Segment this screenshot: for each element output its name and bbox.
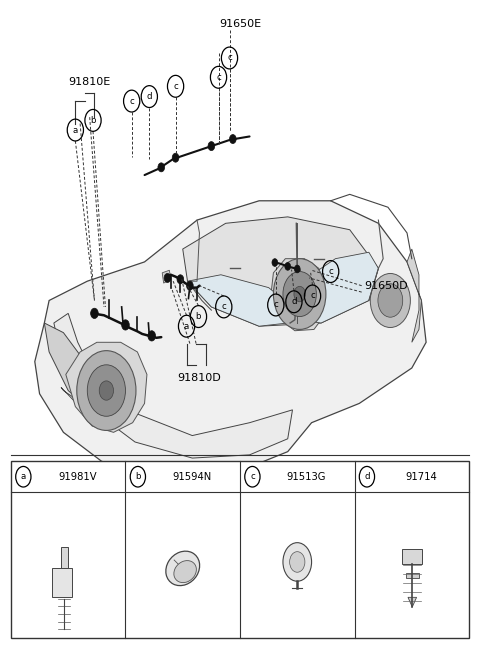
Text: 91594N: 91594N (172, 472, 212, 482)
Circle shape (158, 163, 165, 172)
Text: 91714: 91714 (405, 472, 437, 482)
Circle shape (283, 271, 316, 317)
Text: c: c (250, 472, 255, 481)
Text: c: c (129, 97, 134, 105)
Polygon shape (61, 388, 107, 429)
Polygon shape (297, 252, 378, 323)
Text: 91810E: 91810E (69, 77, 111, 87)
Text: d: d (291, 297, 297, 306)
Text: 91513G: 91513G (287, 472, 326, 482)
Circle shape (272, 258, 278, 266)
Text: c: c (173, 82, 178, 91)
Text: 91650E: 91650E (219, 19, 261, 29)
Polygon shape (35, 201, 426, 474)
Polygon shape (162, 270, 171, 283)
Polygon shape (44, 323, 102, 416)
Text: b: b (196, 312, 201, 321)
Circle shape (77, 351, 136, 430)
Text: c: c (328, 267, 333, 276)
Circle shape (370, 273, 410, 328)
Polygon shape (188, 275, 292, 326)
Text: d: d (364, 472, 370, 481)
Polygon shape (402, 549, 422, 564)
Circle shape (274, 258, 326, 329)
Polygon shape (407, 249, 421, 342)
Circle shape (91, 308, 98, 318)
Circle shape (99, 381, 114, 400)
Circle shape (208, 141, 215, 151)
Text: a: a (73, 125, 78, 134)
Text: c: c (227, 54, 232, 63)
Circle shape (378, 284, 403, 317)
Polygon shape (60, 547, 68, 568)
Polygon shape (54, 313, 292, 458)
Text: c: c (216, 73, 221, 82)
Circle shape (283, 543, 312, 581)
Text: d: d (146, 92, 152, 101)
Text: a: a (21, 472, 26, 481)
Text: c: c (221, 302, 226, 311)
Text: 91650D: 91650D (364, 281, 408, 291)
Text: b: b (90, 116, 96, 125)
Polygon shape (52, 568, 72, 598)
Text: b: b (135, 472, 141, 481)
Circle shape (148, 331, 156, 341)
Circle shape (294, 265, 300, 273)
Ellipse shape (166, 551, 200, 586)
Circle shape (121, 320, 129, 330)
Text: c: c (274, 300, 278, 309)
Circle shape (285, 262, 290, 270)
Circle shape (87, 365, 125, 416)
Text: 91810D: 91810D (178, 373, 221, 382)
Text: c: c (310, 291, 315, 300)
Circle shape (294, 286, 305, 302)
Polygon shape (408, 598, 417, 607)
Circle shape (172, 153, 179, 162)
Circle shape (229, 134, 236, 143)
Text: a: a (184, 322, 189, 331)
Circle shape (187, 281, 193, 290)
Circle shape (289, 552, 305, 572)
Text: 91981V: 91981V (58, 472, 96, 482)
Polygon shape (271, 258, 328, 331)
FancyBboxPatch shape (11, 461, 469, 638)
Polygon shape (183, 217, 378, 326)
Polygon shape (406, 573, 420, 578)
Circle shape (177, 275, 184, 284)
Circle shape (164, 273, 171, 282)
Ellipse shape (174, 561, 196, 583)
Polygon shape (66, 342, 147, 432)
